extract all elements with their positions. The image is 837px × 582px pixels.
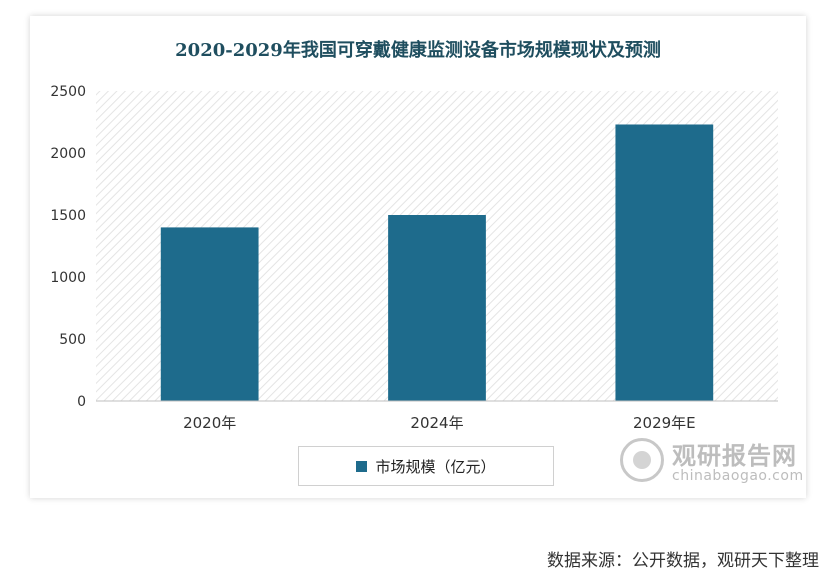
legend-label: 市场规模（亿元）	[375, 457, 496, 476]
x-tick-label: 2029年E	[633, 414, 696, 432]
bar	[388, 215, 486, 401]
y-tick-label: 2500	[50, 84, 86, 100]
x-tick-label: 2024年	[410, 414, 463, 432]
chart-card: 2020-2029年我国可穿戴健康监测设备市场规模现状及预测 0 500 1000 1…	[30, 16, 806, 498]
y-tick-label: 1000	[50, 270, 86, 286]
watermark-cn: 观研报告网	[672, 442, 797, 470]
y-tick-label: 2000	[50, 146, 86, 162]
y-tick-label: 1500	[50, 208, 86, 224]
y-tick-label: 0	[77, 394, 86, 410]
legend: 市场规模（亿元）	[298, 446, 554, 486]
chart-title: 2020-2029年我国可穿戴健康监测设备市场规模现状及预测	[175, 40, 661, 61]
bar-chart: 0 500 1000 1500 2000 2500 2020年 2024年 2029年E	[50, 84, 778, 432]
watermark: 观研报告网 chinabaogao.com	[620, 434, 810, 494]
x-tick-label: 2020年	[183, 414, 236, 432]
bar	[615, 124, 714, 401]
watermark-en: chinabaogao.com	[672, 468, 804, 484]
y-tick-label: 500	[59, 332, 86, 348]
watermark-logo-icon	[620, 438, 664, 482]
source-note: 数据来源：公开数据，观研天下整理	[547, 551, 819, 571]
bar	[160, 227, 259, 401]
legend-swatch	[356, 460, 368, 472]
